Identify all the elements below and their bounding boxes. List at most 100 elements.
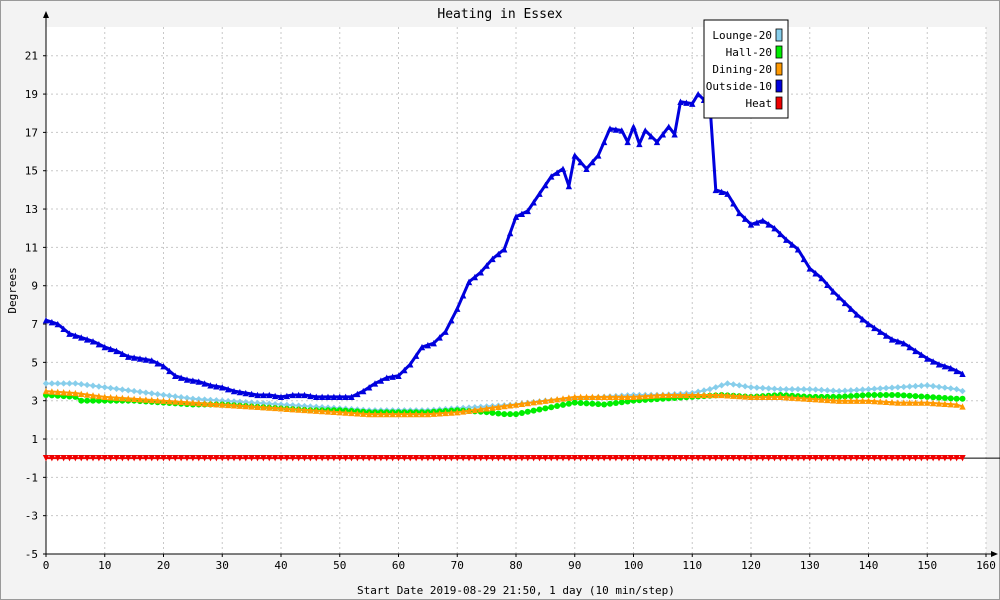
data-point-lounge-20 [912, 382, 919, 390]
data-point-dining-20 [853, 397, 860, 404]
data-point-hall-20 [78, 397, 85, 404]
data-point-lounge-20 [712, 384, 719, 391]
data-point-hall-20 [607, 400, 613, 407]
y-tick-label: 3 [31, 395, 38, 408]
data-point-dining-20 [424, 410, 432, 418]
data-point-outside-10 [888, 336, 896, 343]
data-point-hall-20 [542, 405, 549, 412]
data-point-hall-20 [912, 393, 919, 400]
data-point-hall-20 [595, 401, 602, 408]
data-point-lounge-20 [189, 395, 197, 402]
data-point-heat [524, 454, 531, 462]
x-tick-label: 150 [917, 559, 937, 572]
data-point-outside-10 [60, 325, 67, 333]
data-point-outside-10 [512, 213, 520, 220]
data-point-heat [360, 454, 367, 462]
data-point-outside-10 [172, 372, 179, 379]
data-point-heat [172, 454, 179, 462]
data-point-lounge-20 [824, 387, 831, 394]
data-point-outside-10 [530, 199, 537, 206]
data-point-heat [583, 454, 590, 462]
data-point-dining-20 [877, 398, 884, 405]
data-point-outside-10 [489, 255, 496, 263]
series-heat [42, 454, 966, 462]
data-point-outside-10 [853, 311, 860, 318]
data-point-heat [765, 454, 772, 462]
data-point-outside-10 [283, 392, 291, 400]
data-point-outside-10 [830, 288, 837, 295]
x-tick-label: 140 [859, 559, 879, 572]
data-point-hall-20 [936, 394, 942, 401]
data-point-outside-10 [935, 361, 943, 368]
data-point-dining-20 [689, 391, 696, 399]
legend-swatch [775, 79, 783, 93]
data-point-hall-20 [894, 391, 901, 398]
data-point-dining-20 [383, 410, 390, 418]
x-tick-label: 10 [98, 559, 111, 572]
y-tick-label: 19 [25, 88, 38, 101]
data-point-heat [812, 454, 819, 462]
y-tick-label: 1 [31, 433, 38, 446]
data-point-heat [418, 454, 426, 462]
y-tick-label: 11 [25, 241, 38, 254]
data-point-heat [694, 454, 702, 462]
y-tick-label: -3 [25, 510, 38, 523]
data-point-dining-20 [283, 405, 291, 412]
data-point-heat [83, 454, 91, 462]
data-point-dining-20 [512, 401, 520, 408]
data-point-heat [354, 454, 361, 462]
data-point-heat [277, 454, 285, 462]
x-tick-label: 20 [157, 559, 170, 572]
legend-label: Dining-20 [712, 63, 772, 76]
data-point-outside-10 [595, 152, 602, 159]
data-point-dining-20 [489, 404, 496, 411]
data-point-hall-20 [536, 406, 543, 413]
data-point-heat [407, 454, 414, 462]
data-point-dining-20 [659, 391, 667, 399]
data-point-outside-10 [777, 230, 784, 238]
data-point-dining-20 [465, 407, 473, 414]
data-point-outside-10 [929, 358, 937, 365]
data-point-outside-10 [941, 362, 949, 370]
data-point-heat [730, 454, 737, 462]
y-axis-arrow [43, 11, 49, 18]
data-point-heat [348, 454, 355, 462]
data-point-heat [794, 454, 802, 462]
data-point-dining-20 [783, 394, 790, 401]
data-point-outside-10 [248, 390, 255, 398]
data-point-outside-10 [471, 273, 479, 281]
data-point-outside-10 [501, 246, 508, 253]
data-point-heat [595, 454, 602, 462]
data-point-heat [624, 454, 631, 462]
data-point-dining-20 [830, 397, 837, 404]
data-point-dining-20 [213, 400, 220, 408]
data-point-dining-20 [595, 393, 602, 401]
data-point-outside-10 [589, 158, 596, 166]
data-point-dining-20 [906, 399, 913, 406]
data-point-outside-10 [230, 387, 238, 395]
data-point-outside-10 [824, 281, 831, 288]
data-point-heat [213, 454, 220, 462]
plot-background [46, 27, 986, 554]
data-point-heat [618, 454, 625, 462]
data-point-heat [777, 454, 784, 462]
data-point-hall-20 [489, 409, 496, 416]
data-point-hall-20 [836, 393, 843, 400]
data-point-lounge-20 [130, 387, 138, 395]
data-point-dining-20 [89, 392, 97, 399]
data-point-dining-20 [54, 388, 61, 396]
data-point-heat [130, 454, 138, 462]
data-point-outside-10 [953, 367, 960, 375]
data-point-dining-20 [130, 395, 138, 402]
data-point-hall-20 [900, 392, 907, 399]
data-point-dining-20 [242, 402, 249, 410]
data-point-outside-10 [536, 190, 543, 197]
data-point-heat [830, 454, 837, 462]
data-point-heat [371, 454, 379, 462]
data-point-lounge-20 [119, 386, 126, 393]
data-point-heat [289, 454, 296, 462]
legend-label: Heat [746, 97, 773, 110]
data-point-hall-20 [871, 391, 878, 398]
data-point-dining-20 [530, 399, 537, 406]
x-tick-label: 110 [682, 559, 702, 572]
